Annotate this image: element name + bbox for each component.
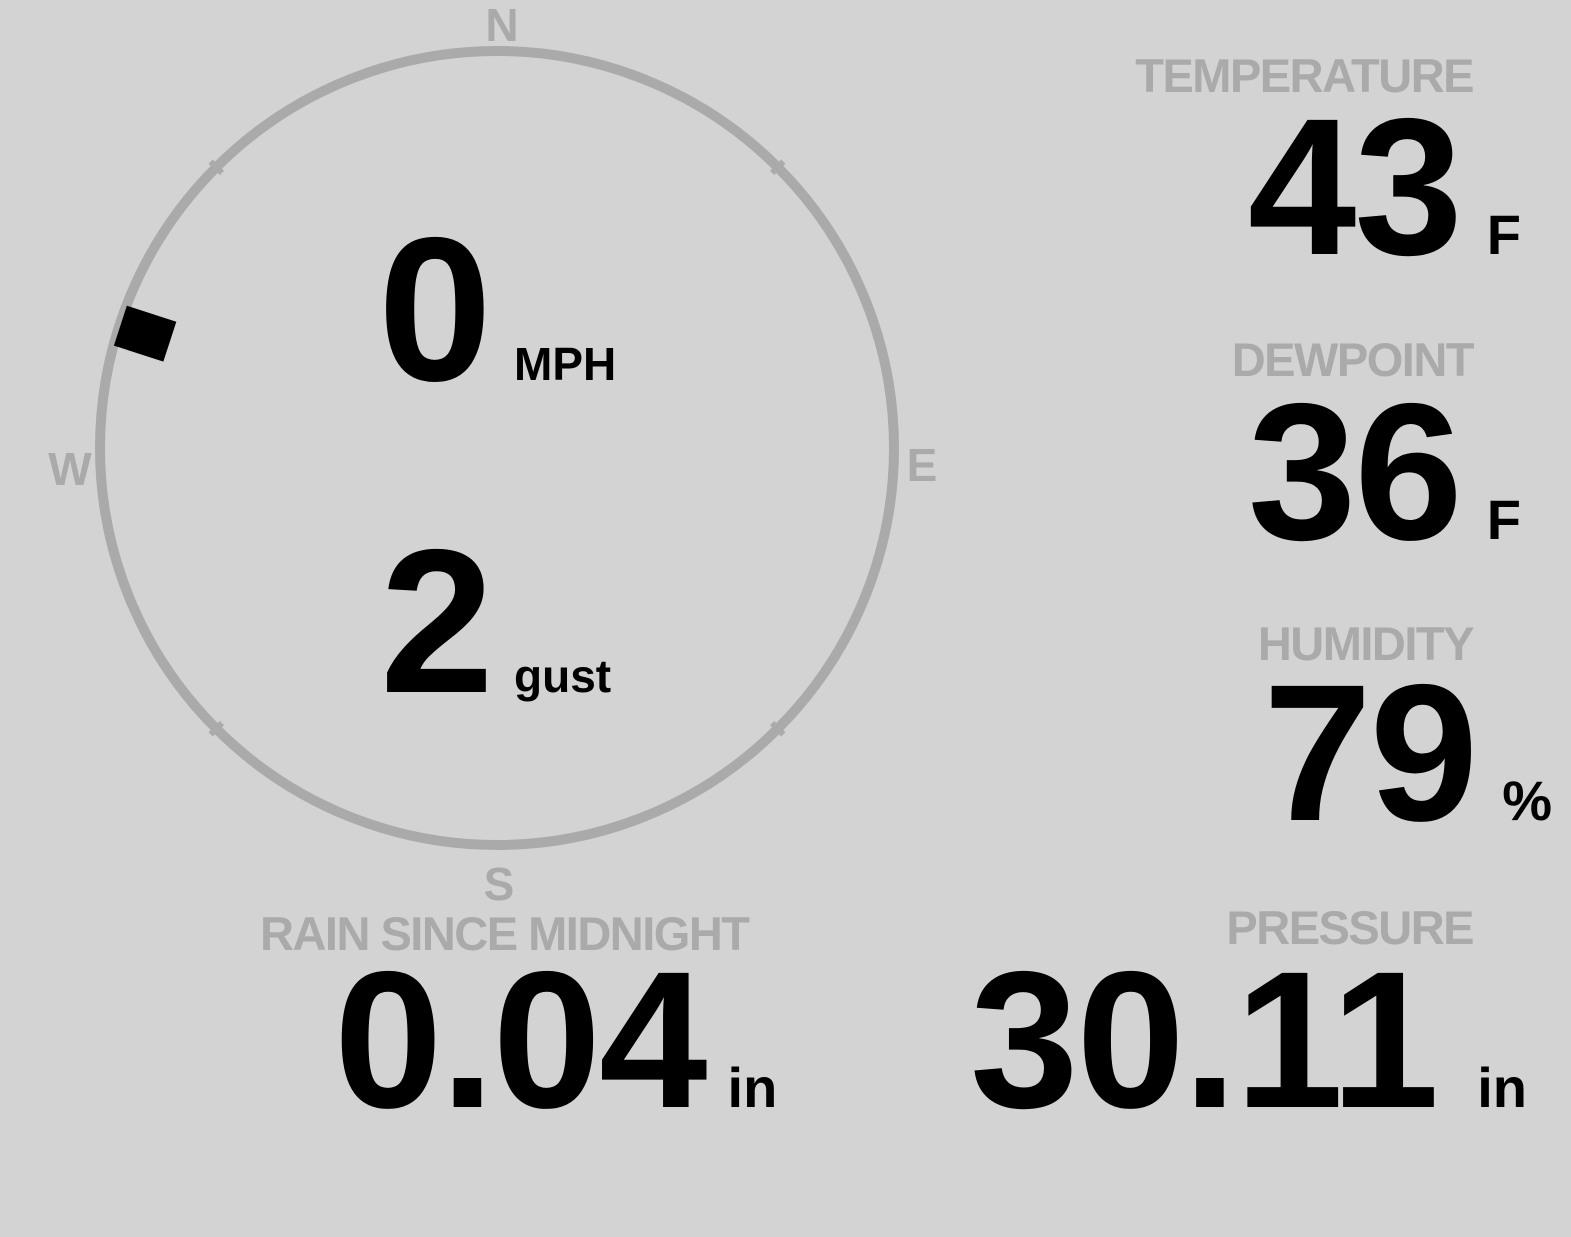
compass-tick [208, 159, 225, 176]
compass-tick [769, 159, 786, 176]
wind-direction-marker [113, 305, 177, 362]
dewpoint-label: DEWPOINT [1231, 333, 1475, 386]
dewpoint-unit: F [1486, 488, 1521, 551]
humidity-value: 79 [1263, 644, 1478, 862]
temperature-label: TEMPERATURE [1135, 49, 1474, 102]
wind-speed: 0 MPH [378, 207, 616, 412]
wind-speed-value: 0 [378, 195, 492, 424]
wind-gust-unit: gust [514, 650, 612, 702]
wind-speed-unit: MPH [514, 338, 617, 390]
pressure-reading: 30.11 in [970, 943, 1527, 1138]
humidity-reading: 79 % [1263, 656, 1552, 851]
dewpoint-value: 36 [1247, 363, 1463, 581]
temperature-value: 43 [1247, 78, 1463, 296]
pressure-label: PRESSURE [1226, 901, 1474, 954]
rain-reading: 0.04 in [334, 943, 777, 1138]
temperature-reading: 43 F [1248, 90, 1521, 285]
dewpoint-reading: 36 F [1248, 375, 1521, 570]
rain-label: RAIN SINCE MIDNIGHT [260, 907, 750, 960]
temperature-unit: F [1486, 203, 1521, 266]
compass-north-label: N [485, 0, 519, 51]
rain-value: 0.04 [334, 931, 708, 1149]
compass-east-label: E [906, 439, 938, 491]
wind-compass [95, 46, 899, 850]
compass-tick [208, 720, 225, 737]
compass-ring [95, 46, 899, 850]
compass-south-label: S [483, 858, 515, 910]
compass-tick [769, 720, 786, 737]
humidity-label: HUMIDITY [1257, 617, 1475, 670]
pressure-value: 30.11 [970, 931, 1439, 1149]
compass-west-label: W [48, 443, 92, 495]
humidity-unit: % [1502, 769, 1552, 832]
wind-gust-value: 2 [380, 507, 494, 736]
wind-gust: 2 gust [380, 519, 611, 724]
pressure-unit: in [1477, 1056, 1527, 1119]
rain-unit: in [727, 1056, 778, 1119]
